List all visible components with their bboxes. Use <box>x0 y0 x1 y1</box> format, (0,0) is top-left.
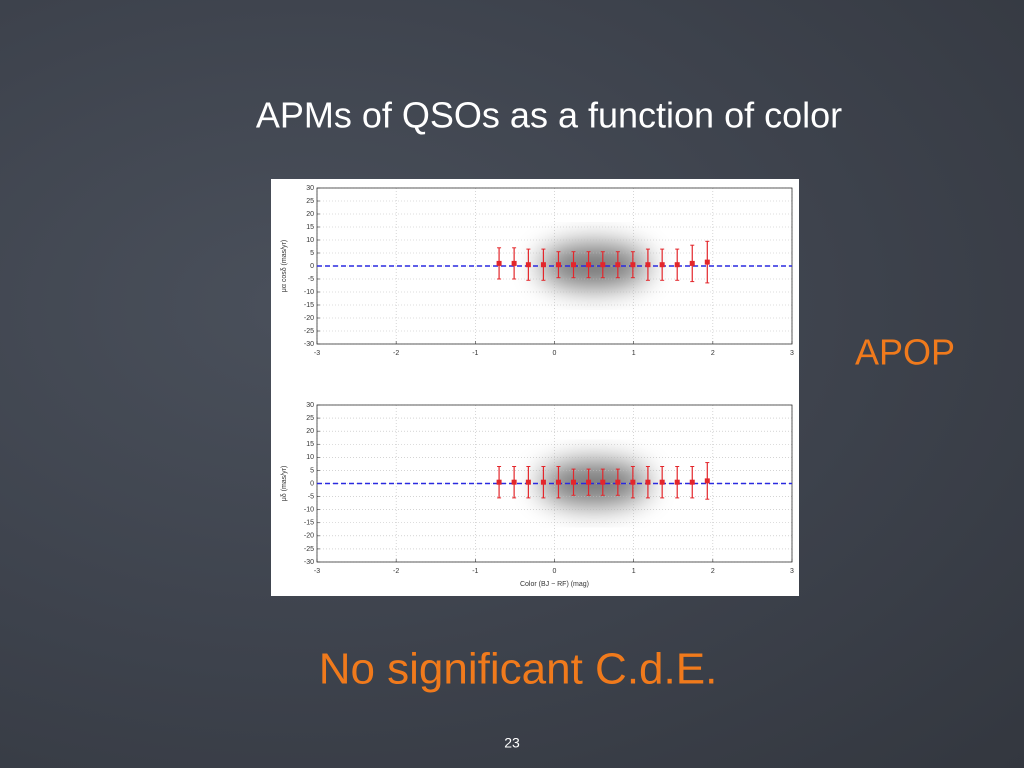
y-tick-label: -10 <box>304 507 314 514</box>
data-point <box>674 262 680 268</box>
data-point <box>555 479 561 485</box>
x-tick-label: 3 <box>790 350 794 357</box>
x-tick-label: -3 <box>314 350 320 357</box>
y-tick-label: 30 <box>306 185 314 192</box>
data-point <box>645 479 651 485</box>
data-point <box>689 479 695 485</box>
data-point <box>586 479 592 485</box>
y-tick-label: -20 <box>304 533 314 540</box>
data-point <box>571 262 576 268</box>
data-point <box>630 262 636 268</box>
y-tick-label: -15 <box>304 302 314 309</box>
y-tick-label: -10 <box>304 289 314 296</box>
density-cloud <box>539 244 650 288</box>
data-point <box>689 260 695 266</box>
page-number: 23 <box>504 735 520 751</box>
slide-title: APMs of QSOs as a function of color <box>256 95 842 136</box>
data-point <box>540 262 546 268</box>
figure-panel <box>271 179 799 596</box>
data-point <box>571 479 576 485</box>
y-tick-label: 10 <box>306 237 314 244</box>
y-tick-label: -25 <box>304 328 314 335</box>
x-tick-label: -2 <box>393 350 399 357</box>
data-point <box>645 262 651 268</box>
data-point <box>511 479 517 485</box>
x-tick-label: 1 <box>632 350 636 357</box>
data-point <box>525 262 531 268</box>
data-point <box>659 262 665 268</box>
x-tick-label: 0 <box>553 568 557 575</box>
y-tick-label: -30 <box>304 559 314 566</box>
data-point <box>630 479 636 485</box>
y-tick-label: 30 <box>306 402 314 409</box>
data-point <box>615 479 621 485</box>
y-tick-label: -25 <box>304 546 314 553</box>
x-tick-label: 2 <box>711 350 715 357</box>
x-tick-label: -2 <box>393 568 399 575</box>
annotation: APOP <box>855 332 955 373</box>
y-tick-label: 15 <box>306 224 314 231</box>
data-point <box>704 478 710 484</box>
conclusion: No significant C.d.E. <box>319 645 718 694</box>
y-tick-label: 5 <box>310 467 314 474</box>
y-axis-label: μδ (mas/yr) <box>281 466 288 502</box>
x-tick-label: -1 <box>472 568 478 575</box>
data-point <box>704 259 710 265</box>
data-point <box>615 262 621 268</box>
y-tick-label: 20 <box>306 211 314 218</box>
y-tick-label: 0 <box>310 263 314 270</box>
y-tick-label: 25 <box>306 198 314 205</box>
y-tick-label: -20 <box>304 315 314 322</box>
x-tick-label: -3 <box>314 568 320 575</box>
x-tick-label: 0 <box>553 350 557 357</box>
data-point <box>600 479 606 485</box>
data-point <box>674 479 680 485</box>
x-tick-label: 3 <box>790 568 794 575</box>
y-tick-label: 25 <box>306 415 314 422</box>
y-tick-label: -5 <box>308 493 314 500</box>
data-point <box>496 479 502 485</box>
data-point <box>511 260 517 266</box>
data-point <box>600 262 606 268</box>
density-cloud <box>539 461 650 506</box>
y-tick-label: 0 <box>310 480 314 487</box>
x-axis-label: Color (BJ − RF) (mag) <box>520 581 589 588</box>
y-tick-label: -15 <box>304 520 314 527</box>
data-point <box>555 262 561 268</box>
y-tick-label: -5 <box>308 276 314 283</box>
data-point <box>496 260 502 266</box>
y-tick-label: 5 <box>310 250 314 257</box>
y-tick-label: 10 <box>306 454 314 461</box>
y-tick-label: 20 <box>306 428 314 435</box>
x-tick-label: -1 <box>472 350 478 357</box>
y-tick-label: 15 <box>306 441 314 448</box>
y-axis-label: μα cosδ (mas/yr) <box>281 240 288 292</box>
x-tick-label: 1 <box>632 568 636 575</box>
y-tick-label: -30 <box>304 341 314 348</box>
data-point <box>586 262 592 268</box>
data-point <box>540 479 546 485</box>
data-point <box>525 479 531 485</box>
data-point <box>659 479 665 485</box>
x-tick-label: 2 <box>711 568 715 575</box>
